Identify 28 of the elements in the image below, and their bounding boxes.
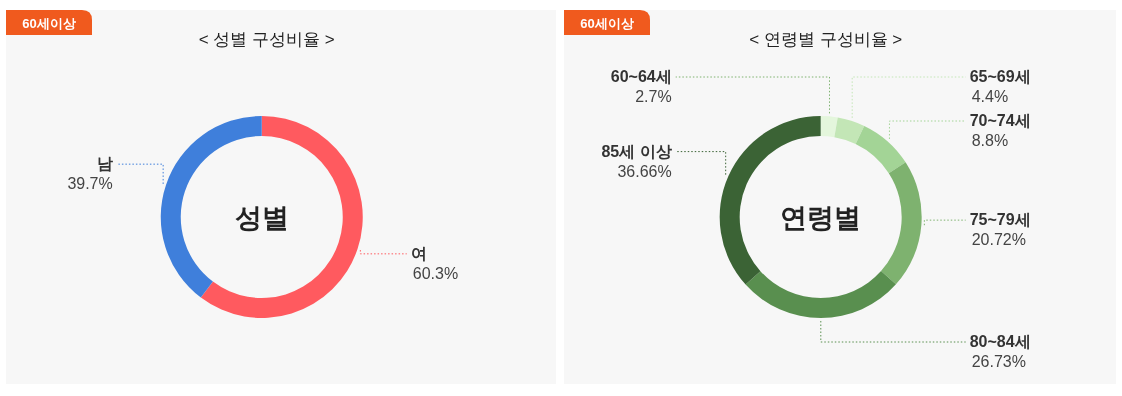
chart-title: < 연령별 구성비율 >: [749, 30, 903, 49]
donut-slice: [881, 162, 922, 285]
slice-label: 80~84세: [969, 333, 1031, 350]
donut-slice: [820, 116, 838, 138]
data-label: 36.66%: [617, 162, 672, 180]
chart-subtitle: 60세이상: [580, 16, 634, 31]
chart-subtitle: 60세이상: [22, 16, 76, 31]
donut-slice: [855, 125, 906, 174]
slice-label: 65~69세: [969, 68, 1031, 85]
slice-label: 70~74세: [969, 112, 1031, 129]
text: 성별: [234, 203, 289, 233]
donut-slice: [745, 271, 896, 318]
donut-slice: [200, 116, 363, 318]
data-label: 60.3%: [412, 264, 459, 282]
data-label: 8.8%: [971, 132, 1009, 149]
slice-label: 여: [410, 244, 427, 262]
slice-label: 남: [96, 155, 113, 173]
slice-label: 75~79세: [969, 211, 1031, 229]
data-label: 26.73%: [971, 353, 1026, 370]
data-label: 4.4%: [971, 88, 1009, 105]
text: 연령별: [780, 203, 862, 233]
data-label: 20.72%: [971, 231, 1026, 249]
donut-slice: [834, 117, 865, 144]
chart-title: < 성별 구성비율 >: [198, 30, 335, 49]
slice-label: 60~64세: [610, 68, 672, 85]
slice-label: 85세 이상: [601, 142, 672, 160]
data-label: 39.7%: [67, 175, 113, 193]
data-label: 2.7%: [635, 88, 672, 105]
